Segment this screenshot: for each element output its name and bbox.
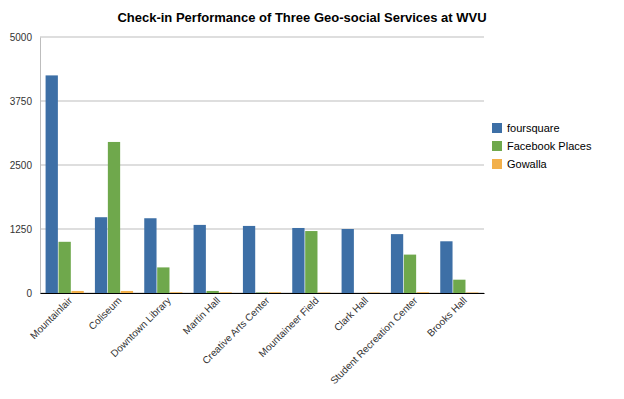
bar bbox=[367, 292, 379, 293]
series bbox=[46, 75, 453, 293]
legend-swatch bbox=[492, 123, 502, 133]
y-tick: 5000 bbox=[10, 32, 40, 43]
bar bbox=[121, 291, 133, 293]
bar bbox=[256, 292, 268, 293]
bar bbox=[466, 292, 478, 293]
y-tick-label: 1250 bbox=[10, 224, 33, 235]
x-tick: Mountainlair bbox=[28, 294, 75, 341]
bar bbox=[243, 226, 255, 293]
bar bbox=[144, 218, 156, 293]
y-tick-label: 3750 bbox=[10, 96, 33, 107]
bar bbox=[194, 225, 206, 293]
y-tick-label: 0 bbox=[26, 288, 32, 299]
x-tick-label: Mountaineer Field bbox=[256, 295, 320, 359]
grid-line bbox=[40, 101, 484, 102]
x-axis: Mountainlair ColiseumDowntown LibraryMart… bbox=[28, 294, 485, 387]
bar bbox=[440, 241, 452, 293]
bar bbox=[71, 291, 83, 293]
y-axis-line bbox=[40, 38, 41, 294]
legend-swatch bbox=[492, 159, 502, 169]
legend-item: foursquare bbox=[492, 122, 560, 134]
series bbox=[71, 291, 478, 293]
bar bbox=[219, 292, 231, 293]
bar bbox=[170, 292, 182, 293]
bar bbox=[305, 231, 317, 293]
x-tick: Coliseum bbox=[86, 295, 123, 332]
legend: foursquare Facebook Places Gowalla bbox=[492, 122, 592, 170]
legend-label: Gowalla bbox=[507, 158, 548, 170]
bar bbox=[355, 293, 367, 294]
x-tick: Clark Hall bbox=[332, 295, 370, 333]
bar bbox=[95, 217, 107, 293]
legend-label: foursquare bbox=[507, 122, 560, 134]
x-tick-label: Student Recreation Center bbox=[328, 294, 420, 386]
bar bbox=[453, 280, 465, 293]
x-tick-label: Brooks Hall bbox=[425, 295, 469, 339]
x-tick: Martin Hall bbox=[181, 295, 223, 337]
y-tick-label: 5000 bbox=[10, 32, 33, 43]
series bbox=[59, 142, 466, 293]
y-tick-label: 2500 bbox=[10, 160, 33, 171]
legend-item: Gowalla bbox=[492, 158, 548, 170]
y-tick: 3750 bbox=[10, 96, 40, 107]
legend-label: Facebook Places bbox=[507, 140, 592, 152]
y-axis: 0 1250 2500 3750 5000 bbox=[10, 32, 41, 299]
grid bbox=[40, 37, 484, 293]
x-axis-line bbox=[41, 293, 485, 294]
bar bbox=[404, 255, 416, 293]
x-tick-label: Mountainlair bbox=[28, 294, 75, 341]
bar bbox=[292, 228, 304, 293]
x-tick-label: Clark Hall bbox=[332, 295, 370, 333]
grid-line bbox=[40, 165, 484, 166]
chart: Check-in Performance of Three Geo-social… bbox=[0, 0, 624, 399]
bar bbox=[157, 267, 169, 293]
y-tick: 1250 bbox=[10, 224, 40, 235]
bar bbox=[391, 234, 403, 293]
y-tick: 2500 bbox=[10, 160, 40, 171]
bar bbox=[417, 292, 429, 293]
title: Check-in Performance of Three Geo-social… bbox=[117, 10, 486, 25]
x-tick: Mountaineer Field bbox=[256, 295, 320, 359]
legend-swatch bbox=[492, 141, 502, 151]
x-tick-label: Coliseum bbox=[86, 295, 123, 332]
bar bbox=[269, 292, 281, 293]
bars bbox=[46, 75, 479, 293]
x-tick: Brooks Hall bbox=[425, 295, 469, 339]
x-tick: Student Recreation Center bbox=[328, 294, 420, 386]
bar bbox=[108, 142, 120, 293]
bar bbox=[318, 292, 330, 293]
bar bbox=[342, 229, 354, 293]
legend-item: Facebook Places bbox=[492, 140, 592, 152]
bar bbox=[46, 75, 58, 293]
x-tick: Downtown Library bbox=[108, 295, 172, 359]
bar bbox=[59, 242, 71, 293]
grid-line bbox=[40, 37, 484, 38]
x-tick-label: Downtown Library bbox=[108, 295, 172, 359]
x-tick-label: Martin Hall bbox=[181, 295, 223, 337]
bar bbox=[207, 291, 219, 293]
y-tick: 0 bbox=[26, 288, 40, 299]
